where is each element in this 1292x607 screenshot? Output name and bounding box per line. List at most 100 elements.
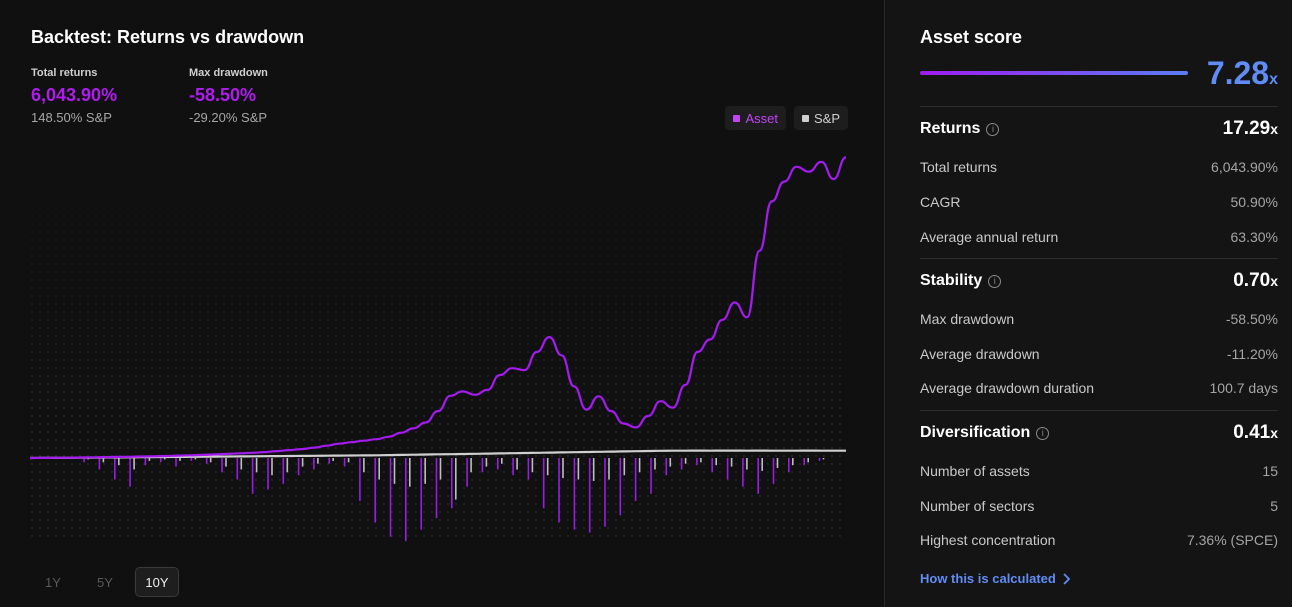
metric-label: Average drawdown <box>920 346 1040 362</box>
drawdown-bar-snp <box>378 458 380 480</box>
diversification-section-header: Diversification i 0.41x <box>920 422 1278 444</box>
drawdown-bar-snp <box>608 458 610 480</box>
drawdown-bar-snp <box>271 458 273 476</box>
returns-score-number: 17.29 <box>1222 118 1271 139</box>
metric-row: Total returns 6,043.90% <box>920 159 1278 175</box>
drawdown-bar-asset <box>573 458 576 530</box>
metric-value: 15 <box>1262 463 1278 479</box>
legend-snp[interactable]: S&P <box>793 106 848 130</box>
range-10y-button[interactable]: 10Y <box>135 567 179 597</box>
drawdown-bar-snp <box>424 458 426 484</box>
drawdown-bar-asset <box>803 458 805 466</box>
range-5y-button[interactable]: 5Y <box>97 574 113 590</box>
drawdown-bar-asset <box>788 458 790 473</box>
drawdown-bar-asset <box>481 458 484 473</box>
chart-legend: Asset S&P <box>725 106 848 130</box>
drawdown-bar-asset <box>190 458 193 461</box>
max-drawdown-label: Max drawdown <box>189 67 268 79</box>
drawdown-bar-asset <box>83 458 85 463</box>
drawdown-bar-asset <box>466 458 468 487</box>
asset-score-bar <box>920 71 1188 75</box>
metric-value: -11.20% <box>1226 346 1278 362</box>
drawdown-bar-snp <box>761 458 763 471</box>
drawdown-bar-snp <box>301 458 304 467</box>
drawdown-bar-asset <box>527 458 530 480</box>
drawdown-bar-snp <box>225 458 227 467</box>
drawdown-bar-asset <box>818 458 821 461</box>
metric-row: Average drawdown -11.20% <box>920 346 1278 362</box>
drawdown-bar-snp <box>255 458 258 473</box>
asset-score-panel: Asset score 7.28x Returns i 17.29x Total … <box>884 0 1292 607</box>
info-icon[interactable]: i <box>1036 426 1050 440</box>
drawdown-bar-snp <box>638 458 641 473</box>
metric-label: Number of sectors <box>920 498 1035 514</box>
asset-score-value: 7.28x <box>1207 55 1278 92</box>
how-calculated-label: How this is calculated <box>920 571 1056 586</box>
stability-score-number: 0.70 <box>1233 270 1271 291</box>
metric-row: Number of sectors 5 <box>920 498 1278 514</box>
drawdown-bar-asset <box>558 458 560 523</box>
returns-section-header: Returns i 17.29x <box>920 118 1278 140</box>
drawdown-bar-asset <box>374 458 376 523</box>
drawdown-bar-asset <box>420 458 422 530</box>
drawdown-bar-asset <box>359 458 361 501</box>
returns-score: 17.29x <box>1223 118 1278 140</box>
drawdown-bar-asset <box>221 458 223 473</box>
diversification-score-suffix: x <box>1270 425 1278 441</box>
drawdown-bar-snp <box>148 458 151 461</box>
snp-swatch-icon <box>801 114 809 122</box>
range-1y-button[interactable]: 1Y <box>45 574 61 590</box>
drawdown-bar-snp <box>577 458 580 480</box>
drawdown-bar-asset <box>711 458 713 473</box>
drawdown-bar-snp <box>363 458 365 473</box>
drawdown-bar-snp <box>209 458 212 463</box>
drawdown-bar-asset <box>98 458 101 470</box>
metric-label: Average drawdown duration <box>920 380 1095 396</box>
drawdown-bar-snp <box>684 458 687 464</box>
drawdown-bar-asset <box>588 458 591 533</box>
stability-section-name: Stability i <box>920 272 1002 290</box>
drawdown-bar-asset <box>205 458 208 464</box>
drawdown-bar-snp <box>163 458 166 460</box>
diversification-score: 0.41x <box>1233 422 1278 444</box>
drawdown-bar-asset <box>680 458 683 470</box>
drawdown-bar-asset <box>696 458 698 466</box>
total-returns-stat: Total returns 6,043.90% 148.50% S&P <box>31 67 117 125</box>
drawdown-bar-asset <box>251 458 254 494</box>
divider <box>920 410 1278 411</box>
returns-score-suffix: x <box>1270 121 1278 137</box>
divider <box>920 258 1278 259</box>
drawdown-bar-snp <box>623 458 626 476</box>
drawdown-bar-asset <box>267 458 269 490</box>
backtest-title: Backtest: Returns vs drawdown <box>31 27 305 47</box>
info-icon[interactable]: i <box>988 274 1002 288</box>
drawdown-bar-asset <box>619 458 622 516</box>
returns-drawdown-chart <box>29 156 847 542</box>
legend-asset[interactable]: Asset <box>725 106 786 130</box>
drawdown-bar-snp <box>562 458 564 479</box>
drawdown-bar-asset <box>726 458 729 480</box>
drawdown-bar-asset <box>236 458 239 480</box>
drawdown-bar-snp <box>470 458 472 473</box>
total-returns-label: Total returns <box>31 67 98 79</box>
drawdown-bar-snp <box>715 458 717 466</box>
drawdown-bar-snp <box>317 458 319 464</box>
drawdown-bar-asset <box>772 458 775 484</box>
how-calculated-link[interactable]: How this is calculated <box>920 571 1070 586</box>
returns-label: Returns <box>920 120 981 137</box>
metric-row: Highest concentration 7.36% (SPCE) <box>920 532 1278 548</box>
metric-label: Max drawdown <box>920 311 1015 327</box>
drawdown-bar-snp <box>455 458 457 500</box>
drawdown-bar-snp <box>592 458 595 481</box>
drawdown-bar-asset <box>634 458 637 501</box>
info-icon[interactable]: i <box>986 122 1000 136</box>
drawdown-bar-snp <box>700 458 702 463</box>
drawdown-bar-asset <box>665 458 668 476</box>
drawdown-bar-snp <box>118 458 120 466</box>
drawdown-bar-asset <box>129 458 131 487</box>
drawdown-bar-snp <box>730 458 733 467</box>
metric-value: 63.30% <box>1230 229 1278 245</box>
stability-label: Stability <box>920 272 983 289</box>
chevron-right-icon <box>1063 572 1070 585</box>
returns-section-name: Returns i <box>920 120 1000 138</box>
